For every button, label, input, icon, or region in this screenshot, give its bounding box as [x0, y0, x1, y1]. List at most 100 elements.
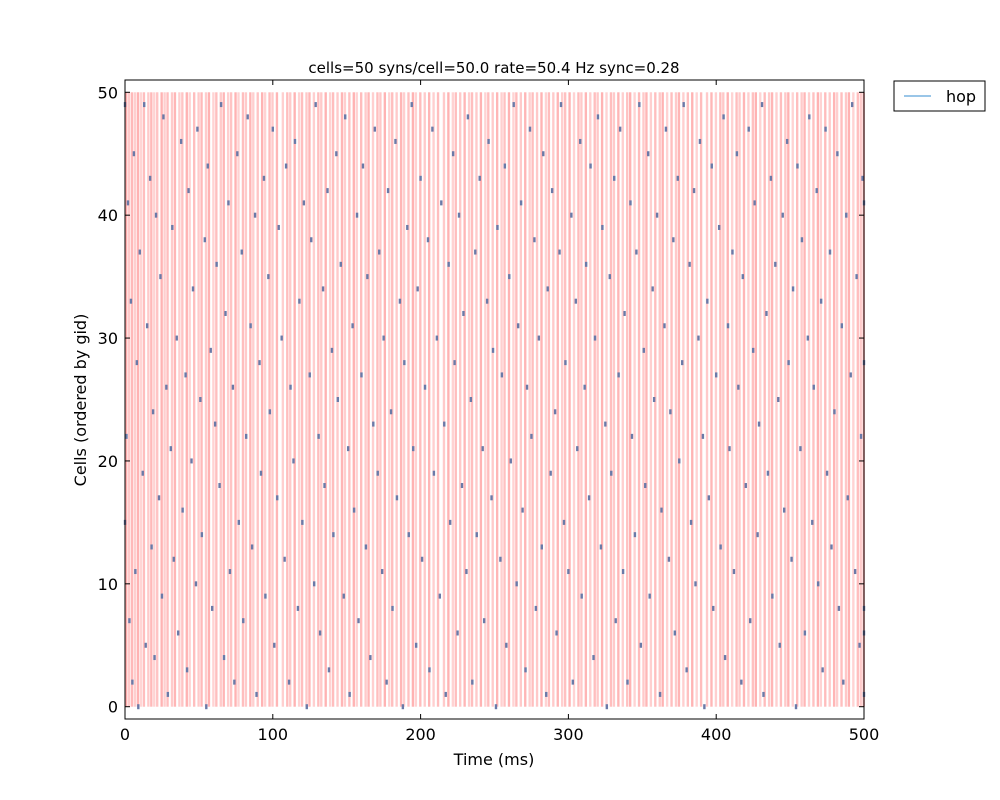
spike-mark — [715, 372, 718, 378]
spike-mark — [487, 138, 490, 144]
spike-mark — [633, 532, 637, 538]
y-axis-label: Cells (ordered by gid) — [71, 314, 90, 487]
spike-mark — [376, 470, 379, 476]
spike-mark — [407, 532, 410, 538]
spike-mark — [129, 298, 133, 304]
spike-mark — [451, 151, 455, 157]
sync-band — [637, 92, 641, 707]
spike-mark — [250, 544, 254, 550]
spike-mark — [308, 372, 311, 378]
spike-mark — [530, 433, 533, 439]
spike-mark — [414, 642, 418, 648]
spike-mark — [534, 605, 538, 611]
sync-band — [507, 92, 511, 707]
spike-mark — [276, 495, 279, 501]
sync-band — [479, 92, 483, 707]
spike-mark — [652, 397, 656, 402]
sync-band — [173, 92, 177, 707]
spike-mark — [172, 556, 175, 562]
spike-mark — [562, 519, 566, 525]
spike-mark — [845, 212, 848, 218]
spike-mark — [233, 679, 236, 685]
sync-band — [156, 92, 159, 707]
sync-band — [355, 92, 358, 707]
spike-mark — [664, 126, 668, 132]
spike-mark — [558, 249, 561, 255]
sync-band — [629, 92, 632, 707]
spike-mark — [224, 310, 227, 316]
spike-mark — [722, 114, 725, 120]
spike-mark — [751, 347, 755, 353]
spike-mark — [205, 704, 208, 710]
spike-mark — [858, 642, 861, 648]
sync-band — [540, 92, 543, 707]
sync-band — [840, 92, 843, 707]
spike-mark — [706, 298, 709, 304]
spike-mark — [242, 618, 245, 624]
spike-mark — [707, 495, 711, 501]
spike-mark — [196, 126, 199, 132]
spike-mark — [283, 556, 286, 562]
sync-band — [383, 92, 387, 707]
sync-band — [670, 92, 673, 707]
sync-bands — [125, 92, 865, 707]
spike-mark — [766, 470, 770, 476]
spike-mark — [778, 642, 781, 648]
sync-band — [584, 92, 588, 707]
sync-band — [605, 92, 608, 707]
spike-mark — [580, 593, 583, 599]
sync-band — [686, 92, 689, 707]
spike-mark — [741, 274, 744, 280]
sync-band — [160, 92, 163, 707]
sync-band — [142, 92, 146, 707]
sync-band — [661, 92, 664, 707]
sync-band — [816, 92, 820, 707]
sync-band — [649, 92, 653, 707]
spike-mark — [567, 569, 570, 575]
spike-mark — [348, 691, 351, 697]
spike-mark — [629, 200, 632, 206]
spike-mark — [574, 298, 577, 304]
sync-band — [484, 92, 487, 707]
sync-band — [803, 92, 806, 707]
spike-mark — [462, 310, 465, 316]
sync-band — [343, 92, 347, 707]
spike-mark — [199, 397, 202, 402]
spike-mark — [689, 519, 693, 525]
spike-mark — [599, 544, 603, 550]
sync-band — [312, 92, 316, 707]
sync-band — [127, 92, 131, 707]
spike-mark — [237, 519, 241, 525]
sync-band — [275, 92, 279, 707]
spike-mark — [698, 138, 702, 144]
spike-mark — [799, 446, 802, 452]
sync-band — [535, 92, 539, 707]
sync-band — [226, 92, 230, 707]
sync-band — [252, 92, 255, 707]
spike-mark — [794, 704, 798, 710]
spike-mark — [159, 274, 162, 280]
sync-band — [379, 92, 382, 707]
spike-mark — [284, 163, 288, 169]
spike-mark — [482, 618, 486, 624]
x-tick-label: 300 — [553, 725, 584, 744]
sync-band — [633, 92, 636, 707]
sync-band — [487, 92, 490, 707]
spike-mark — [816, 581, 820, 587]
spike-mark — [692, 188, 696, 194]
spike-mark — [151, 409, 155, 415]
sync-band — [317, 92, 320, 707]
spike-mark — [849, 372, 852, 378]
sync-band — [207, 92, 211, 707]
spike-mark — [423, 384, 427, 390]
spike-mark — [762, 691, 765, 697]
sync-band — [609, 92, 613, 707]
spike-mark — [655, 212, 659, 218]
spike-mark — [432, 470, 436, 476]
sync-band — [775, 92, 778, 707]
spike-raster — [123, 102, 866, 710]
spike-mark — [719, 544, 722, 550]
spike-mark — [194, 581, 198, 587]
spike-mark — [267, 274, 270, 280]
spike-mark — [787, 360, 790, 366]
